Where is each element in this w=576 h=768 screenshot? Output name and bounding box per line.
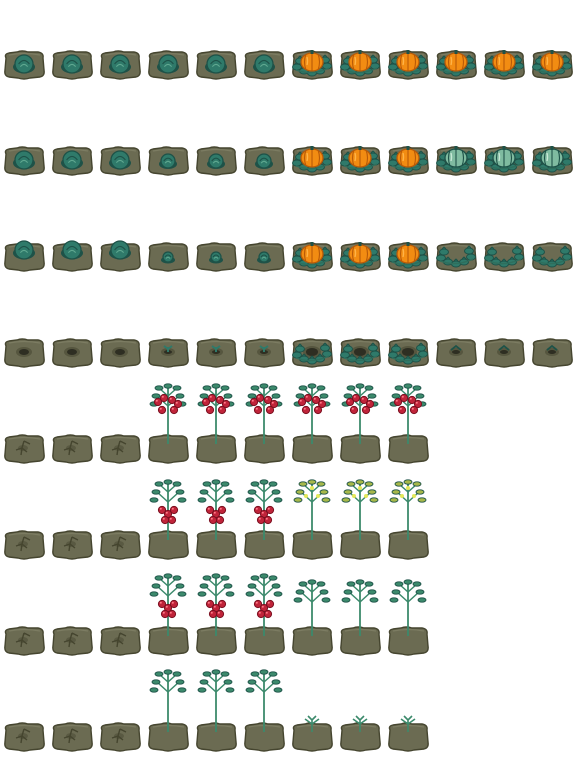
tomato-young-sprite: [192, 669, 240, 768]
tomato-full-sprite: [144, 383, 192, 480]
pumpkin-ripe-sprite: [384, 96, 432, 192]
tomato-plant-sprite: [288, 576, 336, 672]
tomato-ripe-sprite: [192, 479, 240, 576]
tomato-hang-sprite: [192, 573, 240, 672]
sprout-small-sprite: [528, 288, 576, 384]
pumpkin-green-sprite: [528, 96, 576, 192]
soil-crack-sprite: [96, 384, 144, 480]
pumpkin-ripe-sprite: [384, 0, 432, 96]
sprout-sprite: [240, 288, 288, 384]
cabbage-tall-sprite: [0, 192, 48, 288]
pumpkin-green-sprite: [432, 96, 480, 192]
tomato-flower-sprite: [288, 479, 336, 576]
soil-crack-sprite: [0, 672, 48, 768]
sprout-sprite: [144, 288, 192, 384]
sprout-sprite: [192, 288, 240, 384]
pumpkin-ripe-sprite: [336, 96, 384, 192]
hole-sprite: [48, 288, 96, 384]
cabbage-3-sprite: [0, 0, 48, 96]
soil-crack-sprite: [96, 480, 144, 576]
tomato-full-sprite: [288, 383, 336, 480]
pumpkin-ripe-sprite: [384, 192, 432, 288]
pumpkin-vine-sprite: [432, 192, 480, 288]
tomato-full-sprite: [192, 383, 240, 480]
cabbage-3-sprite: [48, 96, 96, 192]
tomato-plant-sprite: [384, 576, 432, 672]
pumpkin-vine-sprite: [528, 192, 576, 288]
pumpkin-vine-sprite: [480, 192, 528, 288]
tomato-seedling-sprite: [336, 672, 384, 768]
cabbage-3-sprite: [96, 96, 144, 192]
pumpkin-ripe-sprite: [288, 0, 336, 96]
sprout-small-sprite: [432, 288, 480, 384]
hole-sprite: [0, 288, 48, 384]
soil-crack-sprite: [0, 480, 48, 576]
tomato-ripe-sprite: [144, 479, 192, 576]
tomato-hang-sprite: [240, 573, 288, 672]
cabbage-3-sprite: [48, 0, 96, 96]
cabbage-tall-sprite: [48, 192, 96, 288]
tomato-hang-sprite: [144, 573, 192, 672]
pumpkin-ripe-sprite: [288, 96, 336, 192]
vine-hole-sprite: [336, 288, 384, 384]
tomato-young-sprite: [144, 669, 192, 768]
cabbage-2-sprite: [192, 96, 240, 192]
soil-crack-sprite: [0, 384, 48, 480]
tomato-plant-sprite: [336, 576, 384, 672]
tomato-flower-sprite: [384, 479, 432, 576]
tomato-full-sprite: [384, 383, 432, 480]
pumpkin-ripe-sprite: [288, 192, 336, 288]
soil-crack-sprite: [96, 672, 144, 768]
tomato-seedling-sprite: [288, 672, 336, 768]
pumpkin-ripe-sprite: [336, 0, 384, 96]
hole-sprite: [96, 288, 144, 384]
soil-crack-sprite: [0, 576, 48, 672]
tomato-seedling-sprite: [384, 672, 432, 768]
pumpkin-ripe-sprite: [528, 0, 576, 96]
cabbage-1-sprite: [240, 192, 288, 288]
soil-crack-sprite: [48, 576, 96, 672]
cabbage-1-sprite: [144, 192, 192, 288]
pumpkin-ripe-sprite: [432, 0, 480, 96]
pumpkin-green-sprite: [480, 96, 528, 192]
cabbage-tall-sprite: [96, 192, 144, 288]
cabbage-3-sprite: [96, 0, 144, 96]
tomato-ripe-sprite: [240, 479, 288, 576]
cabbage-3-sprite: [240, 0, 288, 96]
cabbage-3-sprite: [192, 0, 240, 96]
sprout-small-sprite: [480, 288, 528, 384]
pumpkin-ripe-sprite: [336, 192, 384, 288]
tomato-full-sprite: [240, 383, 288, 480]
cabbage-3-sprite: [0, 96, 48, 192]
vine-hole-sprite: [384, 288, 432, 384]
cabbage-3-sprite: [144, 0, 192, 96]
tomato-young-sprite: [240, 669, 288, 768]
vine-hole-sprite: [288, 288, 336, 384]
soil-crack-sprite: [48, 480, 96, 576]
tomato-full-sprite: [336, 383, 384, 480]
cabbage-1-sprite: [192, 192, 240, 288]
cabbage-2-sprite: [240, 96, 288, 192]
soil-crack-sprite: [48, 672, 96, 768]
soil-crack-sprite: [48, 384, 96, 480]
cabbage-2-sprite: [144, 96, 192, 192]
soil-crack-sprite: [96, 576, 144, 672]
pumpkin-ripe-sprite: [480, 0, 528, 96]
tomato-flower-sprite: [336, 479, 384, 576]
